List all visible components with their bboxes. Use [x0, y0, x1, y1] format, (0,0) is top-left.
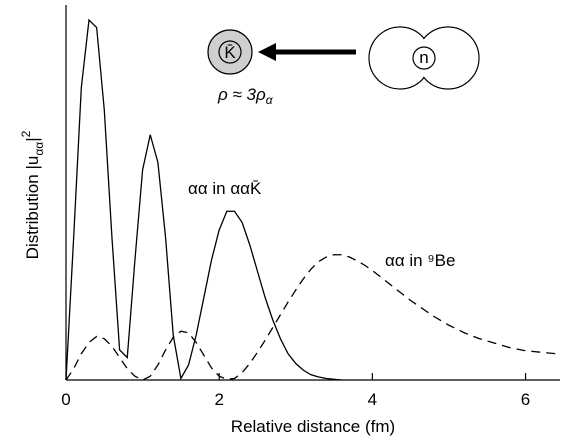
x-tick-label: 4: [368, 390, 377, 409]
annotation: αα in ααK̄: [188, 179, 262, 198]
series-line: [65, 254, 557, 381]
neutron: [412, 46, 436, 70]
kbar-core: [218, 40, 242, 64]
density-label: ρ ≈ 3ρα: [217, 85, 274, 107]
x-axis-label: Relative distance (fm): [231, 417, 395, 436]
kbar-label: K̄: [224, 43, 236, 62]
annotation: αα in ⁹Be: [385, 251, 455, 270]
series-line: [65, 18, 342, 381]
y-label-text: Distribution |u: [23, 156, 42, 260]
arrow-head: [258, 43, 276, 61]
y-label-end: |: [23, 137, 42, 141]
nucleus-fill: [369, 27, 431, 89]
rho-text: ρ ≈ 3ρ: [217, 85, 266, 104]
inset: K̄ n ρ ≈ 3ρα: [207, 26, 480, 107]
y-label-sub: αα: [32, 142, 46, 156]
neutron-label: n: [419, 48, 428, 67]
x-tick-label: 2: [214, 390, 223, 409]
x-tick-label: 0: [61, 390, 70, 409]
y-axis-label: Distribution |uαα|2: [19, 130, 46, 259]
x-tick-label: 6: [521, 390, 530, 409]
nucleus-fill: [417, 27, 479, 89]
rho-sub: α: [266, 93, 274, 107]
y-label-sup: 2: [19, 130, 33, 137]
